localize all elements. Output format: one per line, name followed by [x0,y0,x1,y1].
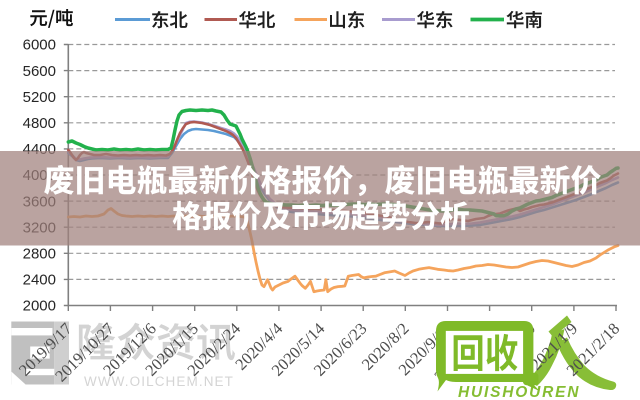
svg-text:4800: 4800 [23,115,56,132]
svg-text:2000: 2000 [23,298,56,315]
svg-text:HUISHOUREN: HUISHOUREN [458,384,580,400]
svg-text:WWW.OILCHEM.NET: WWW.OILCHEM.NET [84,374,234,389]
svg-text:6000: 6000 [23,37,56,54]
svg-text:5600: 5600 [23,63,56,80]
svg-text:5200: 5200 [23,89,56,106]
svg-text:2800: 2800 [23,246,56,263]
svg-text:2400: 2400 [23,272,56,289]
